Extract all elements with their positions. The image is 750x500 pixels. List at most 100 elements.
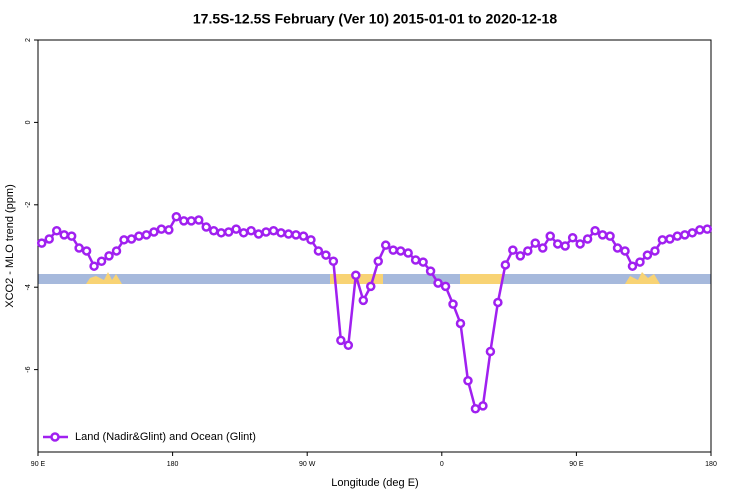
data-point [156, 224, 167, 234]
data-point [538, 243, 548, 253]
data-point [59, 230, 69, 240]
data-point [425, 266, 436, 276]
data-point [126, 234, 137, 244]
data-point [380, 240, 391, 250]
data-point [186, 216, 197, 226]
data-point [366, 281, 376, 292]
data-point [231, 224, 241, 234]
data-point [665, 234, 675, 244]
data-point [253, 229, 264, 239]
data-point [597, 230, 608, 240]
x-tick-label: 180 [167, 461, 179, 468]
data-point [410, 255, 421, 265]
data-point [358, 295, 369, 306]
data-point [672, 231, 683, 241]
data-point [388, 245, 398, 255]
y-tick-label: 2 [25, 38, 32, 42]
data-point [291, 230, 301, 240]
data-point [530, 238, 541, 248]
data-point [351, 270, 361, 281]
data-point [89, 261, 99, 271]
data-point [149, 227, 159, 237]
data-point [620, 246, 630, 256]
data-point [500, 260, 511, 270]
data-point [485, 346, 496, 357]
data-point [164, 225, 174, 235]
data-point [455, 318, 466, 329]
data-point [261, 227, 271, 237]
data-point [448, 299, 458, 309]
x-tick-label: 90 E [31, 461, 46, 468]
data-point [575, 239, 585, 249]
x-tick-label: 180 [705, 461, 717, 468]
data-point [223, 227, 234, 237]
data-point [321, 250, 331, 260]
y-tick-label: -6 [25, 366, 32, 372]
y-tick-label: -2 [25, 202, 32, 208]
data-point [515, 251, 526, 261]
x-tick-label: 0 [440, 461, 444, 468]
data-point [440, 281, 451, 292]
data-point [702, 224, 713, 234]
data-point [695, 225, 705, 235]
data-point [395, 246, 406, 256]
x-tick-label: 90 E [569, 461, 584, 468]
data-point [134, 231, 144, 241]
data-point [627, 261, 638, 271]
data-point [51, 226, 62, 236]
x-axis-label: Longitude (deg E) [331, 477, 418, 489]
land-band [625, 272, 660, 284]
data-point [74, 243, 84, 253]
data-point [590, 226, 600, 236]
land-band [86, 272, 122, 284]
data-point [545, 231, 555, 241]
data-point [343, 340, 354, 351]
data-point [687, 228, 698, 238]
y-axis-label: XCO2 - MLO trend (ppm) [4, 184, 16, 307]
data-point [680, 230, 690, 240]
data-point [403, 248, 413, 258]
data-point [66, 231, 77, 241]
data-point [216, 228, 226, 238]
data-point [328, 256, 339, 266]
data-point [111, 246, 122, 256]
data-point [306, 235, 316, 245]
legend-label: Land (Nadir&Glint) and Ocean (Glint) [75, 431, 256, 443]
data-point [313, 246, 324, 256]
series-line [41, 215, 708, 411]
data-point [208, 226, 219, 236]
data-point [179, 216, 189, 226]
data-point [44, 234, 54, 244]
data-point [508, 245, 518, 255]
data-point [194, 215, 204, 225]
data-point [283, 229, 294, 239]
legend-marker [50, 432, 60, 442]
data-point [605, 231, 615, 241]
data-point [201, 222, 211, 232]
data-point [463, 375, 473, 386]
data-point [96, 256, 107, 266]
plot-frame [37, 39, 712, 453]
data-point [36, 238, 47, 248]
data-point [298, 231, 309, 241]
y-tick-label: 0 [25, 120, 32, 124]
data-point [141, 230, 152, 240]
data-point [642, 250, 653, 260]
data-point [276, 228, 286, 238]
data-point [238, 228, 249, 238]
data-point [582, 234, 593, 244]
data-point [560, 241, 570, 251]
data-point [246, 226, 256, 236]
land-band [460, 274, 503, 284]
data-point [433, 278, 443, 288]
data-point [119, 235, 129, 245]
data-point [470, 403, 481, 414]
data-point [171, 211, 182, 222]
data-point [523, 246, 533, 256]
data-point [657, 235, 668, 245]
x-tick-label: 90 W [299, 461, 316, 468]
data-point [567, 233, 578, 243]
chart-title: 17.5S-12.5S February (Ver 10) 2015-01-01… [193, 11, 557, 27]
